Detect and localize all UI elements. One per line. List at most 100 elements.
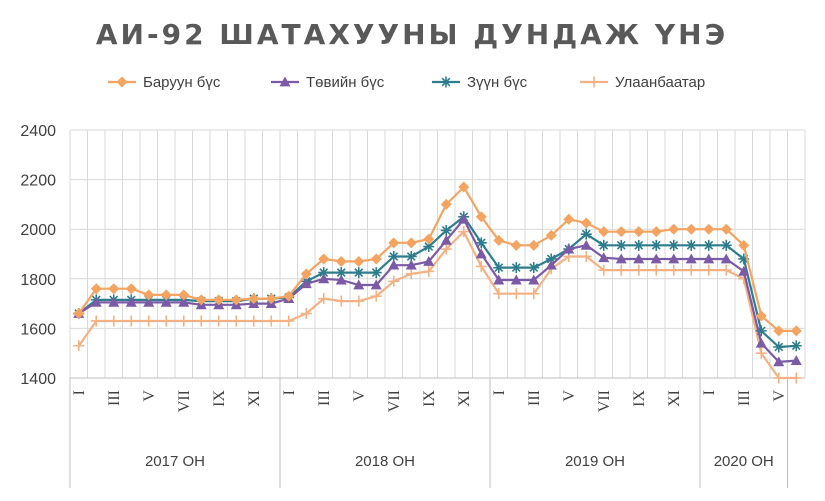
data-point <box>300 308 312 320</box>
data-point <box>755 347 767 359</box>
x-tick-label: VII <box>176 390 193 412</box>
legend-marker <box>279 76 291 87</box>
series-layer <box>73 181 802 384</box>
legend-label: Зүүн бүс <box>467 74 528 91</box>
data-point <box>720 239 732 251</box>
data-point <box>773 341 785 353</box>
x-tick-label: V <box>771 390 788 402</box>
y-tick-label: 1800 <box>20 272 56 289</box>
data-point <box>335 255 347 267</box>
data-point <box>405 250 417 262</box>
data-point <box>370 253 382 265</box>
data-point <box>423 265 435 277</box>
data-point <box>493 288 505 300</box>
data-point <box>668 253 680 264</box>
data-point <box>685 264 697 276</box>
data-point <box>790 340 802 352</box>
data-point <box>475 237 487 249</box>
chart-title: АИ-92 ШАТАХУУНЫ ДУНДАЖ ҮНЭ <box>96 18 728 51</box>
year-label: 2019 ОН <box>565 453 625 470</box>
x-tick-label: I <box>701 390 718 395</box>
data-point <box>755 337 767 348</box>
y-tick-label: 1400 <box>20 371 56 388</box>
x-tick-label: XI <box>666 390 683 407</box>
data-point <box>685 223 697 235</box>
data-point <box>598 239 610 251</box>
legend-item: Баруун бүс <box>108 74 221 91</box>
data-point <box>300 268 312 280</box>
data-point <box>388 259 400 270</box>
data-point <box>160 296 172 307</box>
data-point <box>580 217 592 229</box>
data-point <box>545 229 557 241</box>
legend-marker <box>588 76 600 88</box>
data-point <box>353 279 365 290</box>
data-point <box>230 315 242 327</box>
data-point <box>108 283 120 295</box>
data-point <box>248 293 260 305</box>
data-point <box>178 315 190 327</box>
data-point <box>405 259 417 270</box>
legend: Баруун бүс Төвийн бүс Зүүн бүс Улаанбаатар <box>108 74 705 91</box>
data-point <box>633 226 645 238</box>
data-point <box>528 262 540 274</box>
data-point <box>213 294 225 306</box>
data-point <box>300 278 312 289</box>
data-point <box>633 264 645 276</box>
x-tick-label: I <box>281 390 298 395</box>
data-point <box>318 293 330 305</box>
x-tick-label: I <box>491 390 508 395</box>
data-point <box>668 264 680 276</box>
x-tick-label: IX <box>631 390 648 407</box>
x-tick-label: XI <box>246 390 263 407</box>
legend-item: Зүүн бүс <box>432 74 528 91</box>
legend-item: Төвийн бүс <box>271 74 385 91</box>
data-point <box>790 325 802 337</box>
data-point <box>423 255 435 266</box>
data-point <box>755 325 767 337</box>
data-point <box>598 264 610 276</box>
data-point <box>720 253 732 264</box>
data-point <box>353 295 365 307</box>
data-point <box>248 315 260 327</box>
data-point <box>668 223 680 235</box>
x-tick-label: IX <box>421 390 438 407</box>
data-point <box>493 234 505 246</box>
data-point <box>475 211 487 223</box>
data-point <box>458 213 470 224</box>
data-point <box>335 274 347 285</box>
x-tick-label: VII <box>386 390 403 412</box>
x-tick-label: III <box>316 390 333 406</box>
data-point <box>510 288 522 300</box>
data-point <box>160 315 172 327</box>
data-point <box>703 239 715 251</box>
data-point <box>703 253 715 264</box>
data-point <box>650 264 662 276</box>
data-point <box>405 237 417 249</box>
x-tick-label: V <box>141 390 158 402</box>
data-point <box>493 262 505 274</box>
data-point <box>703 223 715 235</box>
data-point <box>510 274 522 285</box>
x-tick-label: III <box>526 390 543 406</box>
data-point <box>790 355 802 366</box>
data-point <box>650 253 662 264</box>
y-tick-label: 2000 <box>20 222 56 239</box>
legend-label: Баруун бүс <box>143 74 221 91</box>
x-tick-label: XI <box>456 390 473 407</box>
data-point <box>615 253 627 264</box>
legend-marker <box>116 76 128 88</box>
data-point <box>283 315 295 327</box>
data-point <box>108 315 120 327</box>
data-point <box>318 273 330 284</box>
data-point <box>143 315 155 327</box>
data-point <box>125 283 137 295</box>
data-point <box>528 288 540 300</box>
data-point <box>790 372 802 384</box>
data-point <box>335 295 347 307</box>
legend-label: Төвийн бүс <box>306 74 385 91</box>
data-point <box>615 264 627 276</box>
data-point <box>265 293 277 305</box>
data-point <box>388 250 400 262</box>
